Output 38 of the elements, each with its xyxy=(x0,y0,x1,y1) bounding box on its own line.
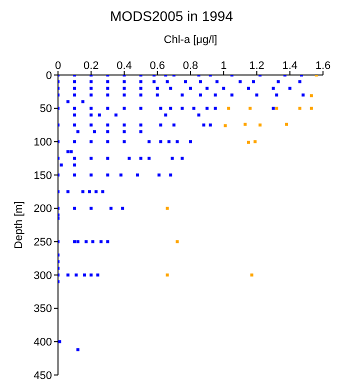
point xyxy=(246,140,250,144)
point xyxy=(224,124,227,128)
x-tick-label: 0.4 xyxy=(116,60,132,72)
y-axis-title: Depth [m] xyxy=(12,201,25,249)
y-tick-label: 400 xyxy=(34,336,52,349)
point xyxy=(248,106,252,110)
point xyxy=(254,140,257,144)
point xyxy=(310,94,313,98)
y-tick-label: 50 xyxy=(40,103,52,116)
point xyxy=(285,122,288,126)
y-tick-label: 100 xyxy=(34,136,52,149)
y-tick-label: 450 xyxy=(34,370,52,382)
point xyxy=(166,274,169,276)
point xyxy=(275,106,278,110)
x-tick-label: 1 xyxy=(220,60,227,72)
point xyxy=(176,240,179,244)
x-tick-label: 1.4 xyxy=(282,60,298,72)
x-tick-label: 1.2 xyxy=(249,60,264,72)
point xyxy=(166,206,169,210)
point xyxy=(298,106,302,110)
point xyxy=(258,124,262,126)
y-tick-label: 200 xyxy=(34,203,52,216)
y-tick-label: 300 xyxy=(34,270,52,282)
x-tick-label: 1.6 xyxy=(315,60,331,72)
x-axis-title: Chl-a [μg/l] xyxy=(164,34,218,46)
chart-title: MODS2005 in 1994 xyxy=(109,8,234,26)
point xyxy=(310,106,313,110)
y-tick-label: 350 xyxy=(34,303,52,316)
x-tick-label: 0.8 xyxy=(182,60,198,72)
point xyxy=(250,274,254,276)
y-tick-label: 150 xyxy=(34,170,52,182)
x-tick-label: 0.6 xyxy=(150,60,166,72)
point xyxy=(244,122,247,126)
x-tick-label: 0.2 xyxy=(83,60,99,72)
y-tick-label: 0 xyxy=(46,70,52,82)
x-tick-label: 0 xyxy=(54,60,62,72)
y-tick-label: 250 xyxy=(34,236,52,249)
point xyxy=(227,106,230,110)
